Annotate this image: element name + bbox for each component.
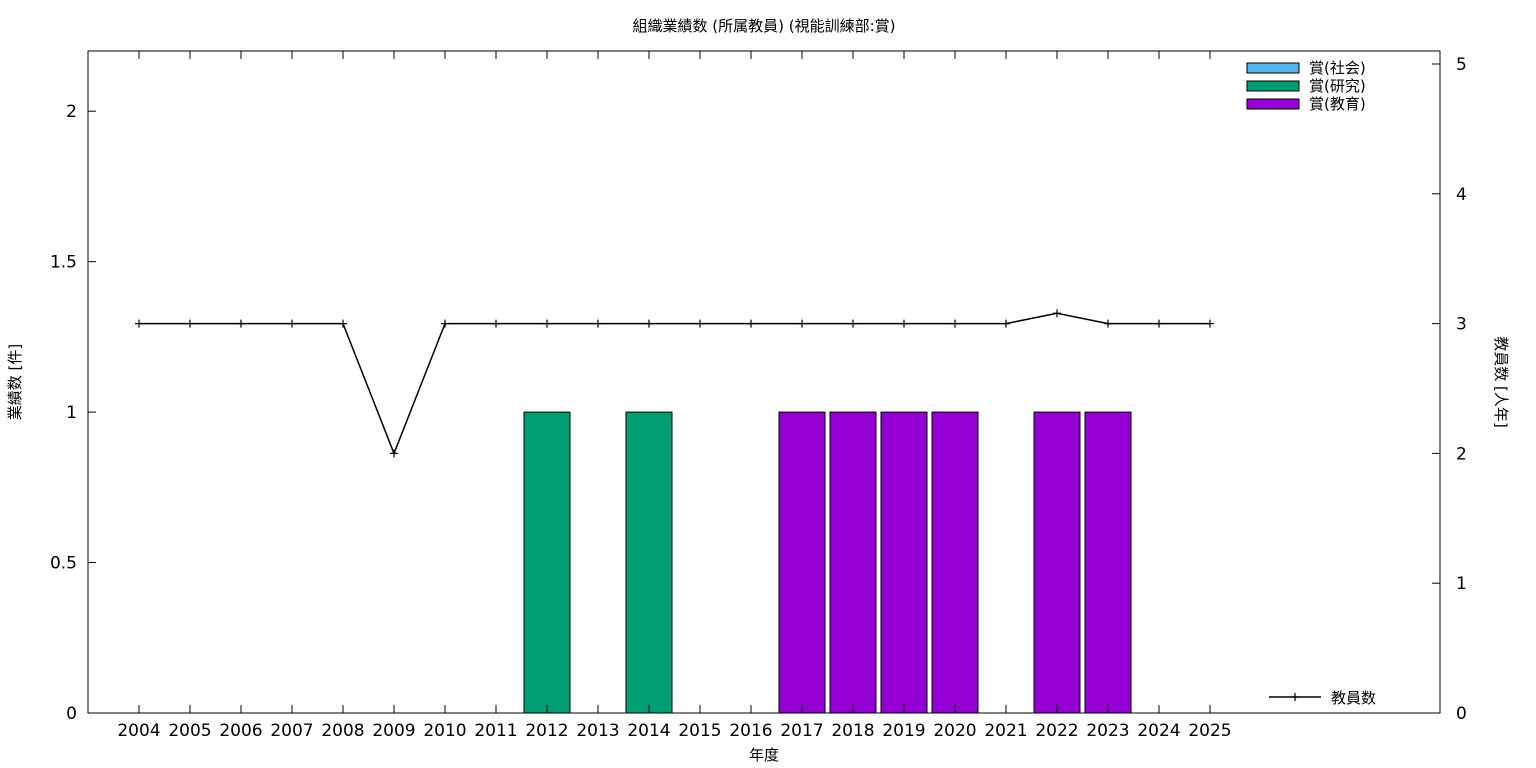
bar-2012-series-1	[523, 411, 571, 714]
x-tick-label: 2019	[882, 721, 925, 741]
x-tick-label: 2011	[474, 721, 517, 741]
y-tick-label: 0	[66, 704, 77, 724]
bar-2022-series-2	[1033, 411, 1081, 714]
teacher-count-point-2008	[339, 319, 347, 328]
teacher-count-point-2021	[1002, 319, 1010, 328]
x-tick-label: 2009	[372, 721, 415, 741]
teacher-count-point-2005	[186, 319, 194, 328]
x-tick-label: 2016	[729, 721, 772, 741]
y-tick-label: 1	[66, 403, 77, 423]
bar-2023-series-2	[1084, 411, 1132, 714]
y-tick-label: 0.5	[50, 554, 77, 574]
y2-axis-ticks: 0 1 2 3 4 5	[1432, 55, 1467, 724]
x-tick-label: 2018	[831, 721, 874, 741]
teacher-count-point-2004	[135, 319, 143, 328]
bar-2019-series-2	[880, 411, 928, 714]
y2-tick-label: 4	[1456, 185, 1467, 205]
teacher-count-point-2009	[390, 449, 398, 458]
teacher-count-point-2017	[798, 319, 806, 328]
y-tick-label: 2	[66, 102, 77, 122]
teacher-count-point-2015	[696, 319, 704, 328]
teacher-count-point-2016	[747, 319, 755, 328]
x-tick-label: 2014	[627, 721, 670, 741]
bars-group	[523, 411, 1132, 714]
x-tick-label: 2007	[270, 721, 313, 741]
teacher-count-point-2013	[594, 319, 602, 328]
chart-title: 組織業績数 (所属教員) (視能訓練部:賞)	[633, 17, 896, 35]
teacher-count-point-2024	[1155, 319, 1163, 328]
bar-2018-series-2	[829, 411, 877, 714]
bar-2020-series-2	[931, 411, 979, 714]
teacher-count-point-2018	[849, 319, 857, 328]
x-tick-label: 2005	[168, 721, 211, 741]
teacher-count-point-2019	[900, 319, 908, 328]
x-tick-label: 2008	[321, 721, 364, 741]
legend-label-0: 賞(社会)	[1309, 59, 1366, 77]
teacher-count-line-group	[135, 309, 1214, 458]
legend-swatch-0	[1246, 62, 1300, 74]
y-axis-label: 業績数 [件]	[6, 344, 24, 420]
x-tick-label: 2010	[423, 721, 466, 741]
x-tick-label: 2013	[576, 721, 619, 741]
y-tick-label: 1.5	[50, 253, 77, 273]
y2-tick-label: 5	[1456, 55, 1467, 75]
y2-tick-label: 1	[1456, 574, 1467, 594]
x-axis-ticks: 2004 2005 2006 2007 2008 2009 2010 2011 2012 2013…	[117, 51, 1232, 741]
x-axis-label: 年度	[749, 746, 779, 764]
x-tick-label: 2021	[984, 721, 1027, 741]
teacher-count-point-2010	[441, 319, 449, 328]
bar-2017-series-2	[778, 411, 826, 714]
legend-label-1: 賞(研究)	[1309, 77, 1366, 95]
y2-tick-label: 2	[1456, 444, 1467, 464]
y2-tick-label: 0	[1456, 704, 1467, 724]
teacher-count-point-2025	[1206, 319, 1214, 328]
teacher-count-point-2022	[1053, 309, 1061, 318]
x-tick-label: 2015	[678, 721, 721, 741]
legend: 賞(社会)賞(研究)賞(教育) 教員数	[1246, 59, 1376, 707]
legend-swatch-2	[1246, 98, 1300, 110]
x-tick-label: 2012	[525, 721, 568, 741]
teacher-count-point-2012	[543, 319, 551, 328]
x-tick-label: 2022	[1035, 721, 1078, 741]
teacher-count-point-2006	[237, 319, 245, 328]
x-tick-label: 2024	[1137, 721, 1180, 741]
x-tick-label: 2006	[219, 721, 262, 741]
legend-label-line: 教員数	[1331, 689, 1376, 707]
teacher-count-point-2007	[288, 319, 296, 328]
plot-frame	[87, 50, 1441, 714]
teacher-count-point-2011	[492, 319, 500, 328]
y-axis-ticks: 0 0.5 1 1.5 2	[50, 102, 96, 724]
teacher-count-point-2023	[1104, 319, 1112, 328]
x-tick-label: 2004	[117, 721, 160, 741]
teacher-count-point-2014	[645, 319, 653, 328]
y2-tick-label: 3	[1456, 315, 1467, 335]
legend-label-2: 賞(教育)	[1309, 95, 1366, 113]
teacher-count-point-2020	[951, 319, 959, 328]
x-tick-label: 2020	[933, 721, 976, 741]
bar-2014-series-1	[625, 411, 673, 714]
y2-axis-label: 教員数 [人年]	[1492, 336, 1510, 427]
x-tick-label: 2023	[1086, 721, 1129, 741]
legend-line-marker	[1291, 693, 1299, 701]
legend-swatch-1	[1246, 80, 1300, 92]
x-tick-label: 2025	[1188, 721, 1231, 741]
teacher-count-line	[139, 312, 1210, 456]
x-tick-label: 2017	[780, 721, 823, 741]
